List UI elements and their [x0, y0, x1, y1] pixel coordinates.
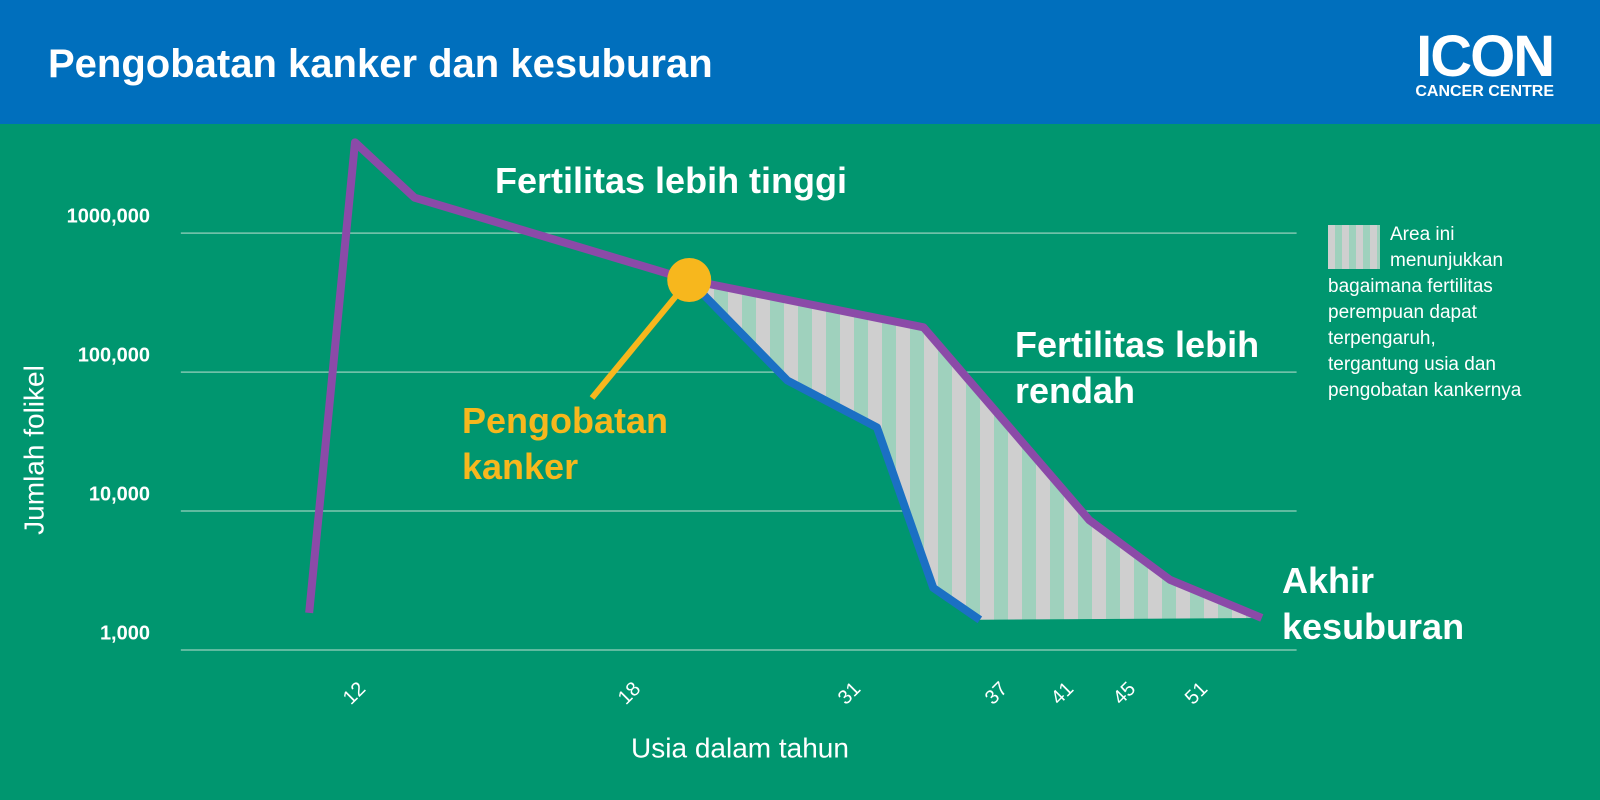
treatment-pointer [589, 278, 692, 400]
treatment-label: Pengobatan kanker [462, 400, 669, 487]
x-tick-label: 45 [1109, 678, 1140, 709]
annotation: Fertilitas lebih rendah [1015, 324, 1260, 411]
legend-text: Area ini menunjukkan bagaimana fertilita… [1328, 224, 1522, 401]
series-line [686, 277, 983, 624]
legend: Area ini menunjukkan bagaimana fertilita… [1328, 222, 1528, 404]
treatment-marker [667, 257, 712, 302]
shaded-area [689, 279, 1262, 620]
x-tick-label: 12 [339, 678, 370, 709]
x-axis-label: Usia dalam tahun [631, 732, 849, 763]
logo: ICON CANCER CENTRE [1415, 24, 1555, 100]
logo-sub: CANCER CENTRE [1415, 83, 1554, 100]
legend-swatch [1328, 225, 1380, 269]
title: Pengobatan kanker dan kesuburan [48, 42, 713, 86]
y-tick-label: 1,000 [100, 622, 150, 644]
y-tick-label: 1000,000 [67, 205, 150, 227]
x-tick-label: 51 [1181, 678, 1212, 709]
x-tick-label: 37 [981, 678, 1012, 709]
x-tick-label: 18 [614, 678, 645, 709]
y-tick-label: 100,000 [78, 344, 150, 366]
y-axis-label: Jumlah folikel [18, 365, 49, 535]
x-tick-label: 31 [834, 678, 865, 709]
series-line [305, 138, 1264, 622]
annotation: Fertilitas lebih tinggi [495, 160, 848, 201]
y-tick-label: 10,000 [89, 483, 150, 505]
x-tick-label: 41 [1047, 678, 1078, 709]
logo-main: ICON [1416, 24, 1555, 89]
header: Pengobatan kanker dan kesuburan ICON CAN… [0, 0, 1600, 124]
annotation: Akhir kesuburan [1282, 560, 1465, 647]
